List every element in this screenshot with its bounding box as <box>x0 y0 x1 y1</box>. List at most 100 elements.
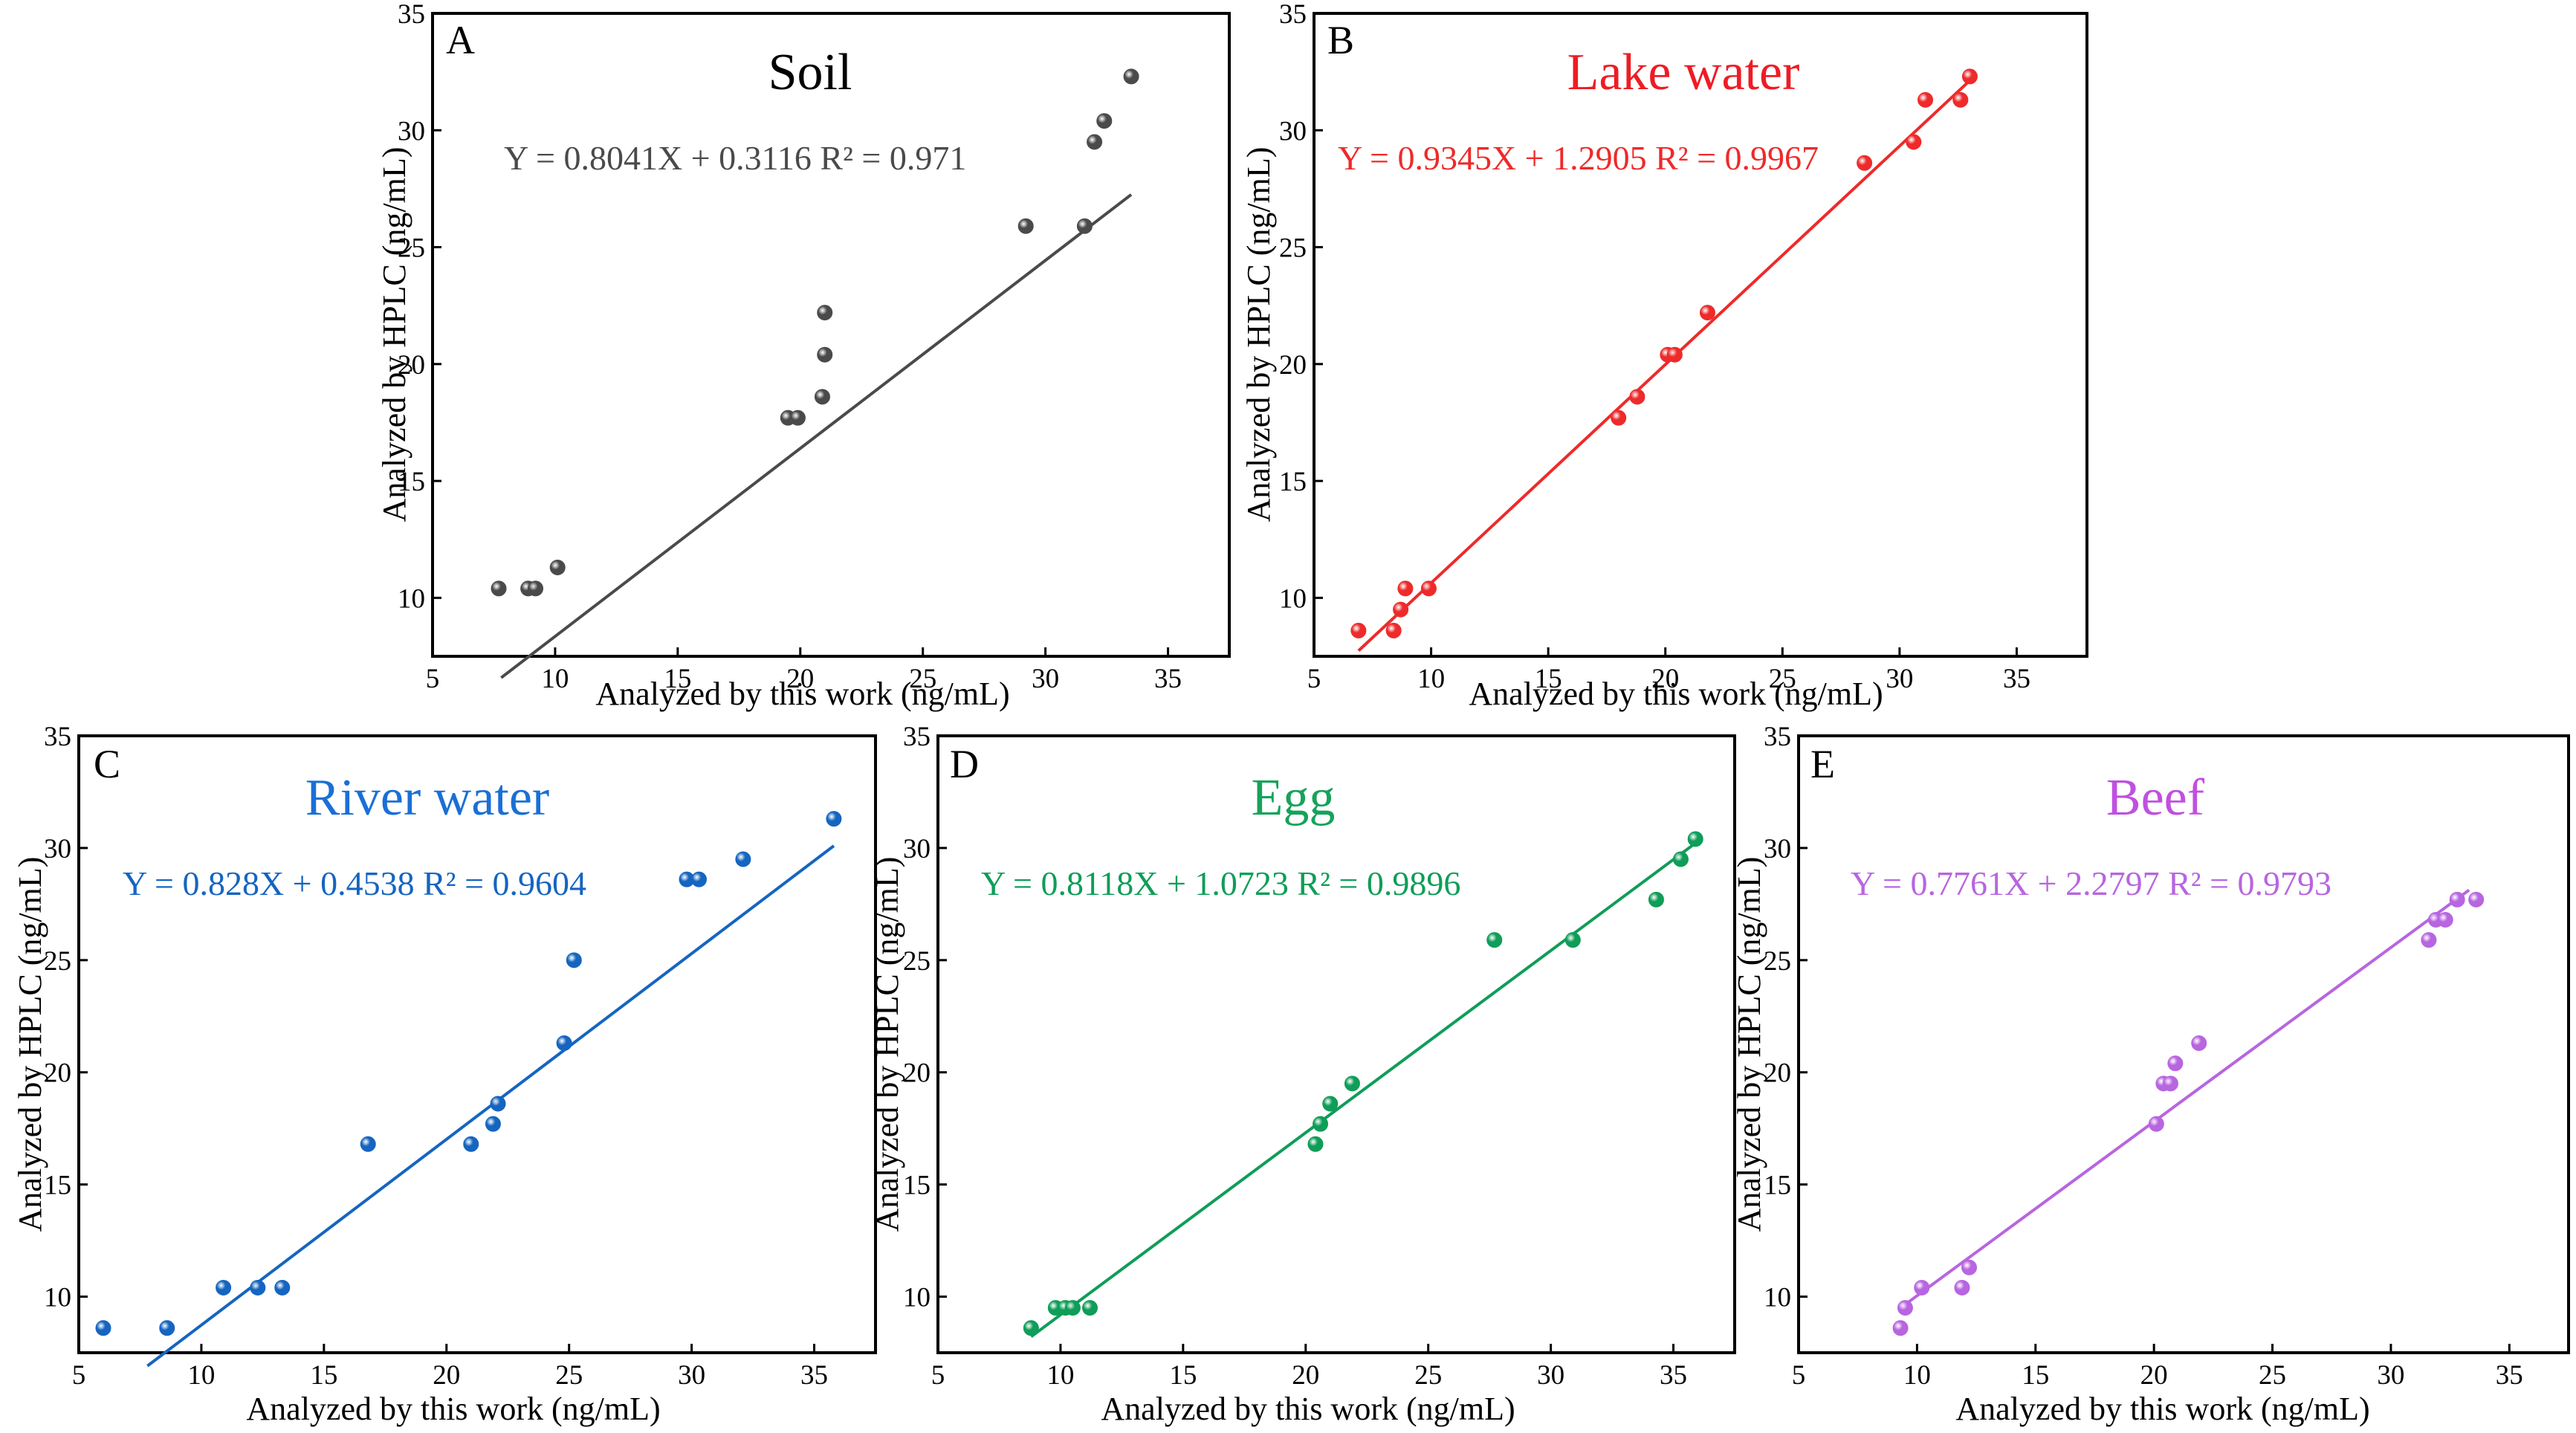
y-tick-label: 20 <box>44 1058 71 1089</box>
x-tick-label: 5 <box>72 1360 86 1391</box>
x-axis-ticks: 5 10 15 20 25 30 35 <box>1792 1344 2523 1391</box>
x-tick-label: 20 <box>1651 664 1679 694</box>
y-axis-label: Analyzed by HPLC (ng/mL) <box>1731 857 1767 1232</box>
data-point <box>463 1136 479 1152</box>
x-tick-label: 30 <box>1537 1360 1564 1391</box>
y-axis-label: Analyzed by HPLC (ng/mL) <box>12 857 48 1232</box>
data-point <box>556 1035 572 1051</box>
data-point <box>1123 68 1139 85</box>
x-tick-label: 30 <box>2377 1360 2404 1391</box>
x-axis-label: Analyzed by this work (ng/mL) <box>1955 1391 2369 1427</box>
data-point <box>1064 1300 1081 1316</box>
data-point <box>691 871 708 887</box>
panel-title: Egg <box>1252 769 1336 827</box>
data-point <box>1699 305 1715 321</box>
data-point <box>274 1279 291 1295</box>
data-point <box>2437 911 2453 928</box>
data-point <box>490 1096 506 1112</box>
y-axis-ticks: 10 15 20 25 30 35 <box>398 0 441 614</box>
y-axis-label: Analyzed by HPLC (ng/mL) <box>376 147 412 523</box>
data-point <box>1666 346 1683 363</box>
x-tick-label: 15 <box>1535 664 1562 694</box>
panel-letter: D <box>950 742 979 786</box>
data-point <box>1961 1259 1978 1275</box>
data-point <box>528 580 544 597</box>
x-axis-label: Analyzed by this work (ng/mL) <box>1101 1391 1515 1427</box>
x-axis-ticks: 5 10 15 20 25 30 35 <box>1307 647 2030 694</box>
data-point <box>1611 410 1627 426</box>
data-point <box>735 851 751 867</box>
x-axis-ticks: 5 10 15 20 25 30 35 <box>426 647 1182 694</box>
data-point <box>1918 91 1934 108</box>
y-axis-ticks: 10 15 20 25 30 35 <box>44 722 88 1313</box>
data-point <box>159 1320 175 1336</box>
data-point <box>826 811 842 827</box>
y-tick-label: 35 <box>1764 722 1791 752</box>
x-tick-label: 10 <box>1417 664 1445 694</box>
regression-equation: Y = 0.828X + 0.4538 R² = 0.9604 <box>123 864 586 902</box>
x-tick-label: 5 <box>1307 664 1321 694</box>
x-tick-label: 25 <box>555 1360 583 1391</box>
x-axis-label: Analyzed by this work (ng/mL) <box>246 1391 660 1427</box>
data-marks <box>491 68 1139 679</box>
panel-letter: B <box>1327 18 1354 62</box>
data-point <box>1857 155 1873 171</box>
data-point <box>2148 1116 2164 1132</box>
data-point <box>1344 1075 1360 1092</box>
plot-frame <box>936 734 1736 1354</box>
panel-title: Lake water <box>1567 44 1800 101</box>
y-tick-label: 25 <box>1764 946 1791 977</box>
panel-a: A Soil Y = 0.8041X + 0.3116 R² = 0.971 A… <box>376 0 1231 712</box>
data-point <box>817 346 833 363</box>
data-point <box>1023 1320 1039 1336</box>
y-tick-label: 30 <box>1764 834 1791 864</box>
data-point <box>1564 932 1581 948</box>
x-tick-label: 35 <box>2003 664 2030 694</box>
panel-letter: A <box>446 18 475 62</box>
x-axis-ticks: 5 10 15 20 25 30 35 <box>931 1344 1687 1391</box>
data-point <box>1017 218 1034 234</box>
y-tick-label: 15 <box>398 467 425 497</box>
data-marks <box>95 811 842 1368</box>
data-point <box>1082 1300 1098 1316</box>
regression-line <box>1030 840 1699 1338</box>
x-axis-label: Analyzed by this work (ng/mL) <box>595 676 1009 712</box>
data-marks <box>1023 831 1703 1338</box>
data-point <box>1892 1320 1909 1336</box>
x-tick-label: 25 <box>1414 1360 1442 1391</box>
data-point <box>1385 622 1402 638</box>
panel-b: B Lake water Y = 0.9345X + 1.2905 R² = 0… <box>1240 0 2088 712</box>
y-tick-label: 10 <box>398 583 425 614</box>
data-point <box>1397 580 1414 597</box>
data-point <box>1322 1096 1339 1112</box>
plot-frame <box>1797 734 2570 1354</box>
data-point <box>1486 932 1503 948</box>
y-tick-label: 35 <box>398 0 425 30</box>
data-point <box>2167 1055 2184 1072</box>
regression-equation: Y = 0.8041X + 0.3116 R² = 0.971 <box>504 139 966 177</box>
data-marks <box>1892 888 2485 1336</box>
y-tick-label: 35 <box>44 722 71 752</box>
y-tick-label: 10 <box>1764 1283 1791 1313</box>
x-tick-label: 35 <box>1154 664 1182 694</box>
data-point <box>1393 601 1409 618</box>
y-tick-label: 20 <box>1764 1058 1791 1089</box>
plot-frame <box>431 12 1231 658</box>
x-tick-label: 20 <box>1292 1360 1319 1391</box>
x-tick-label: 15 <box>2022 1360 2049 1391</box>
data-point <box>1096 113 1113 129</box>
y-tick-label: 35 <box>903 722 931 752</box>
x-tick-label: 25 <box>2259 1360 2286 1391</box>
regression-line <box>1357 77 1973 652</box>
data-marks <box>1350 68 1978 652</box>
y-tick-label: 20 <box>903 1058 931 1089</box>
y-tick-label: 25 <box>903 946 931 977</box>
data-point <box>95 1320 111 1336</box>
y-axis-label: Analyzed by HPLC (ng/mL) <box>869 857 905 1232</box>
y-tick-label: 35 <box>1279 0 1307 30</box>
data-point <box>1313 1116 1329 1132</box>
x-tick-label: 30 <box>1886 664 1913 694</box>
data-point <box>2449 891 2465 908</box>
data-point <box>789 410 806 426</box>
